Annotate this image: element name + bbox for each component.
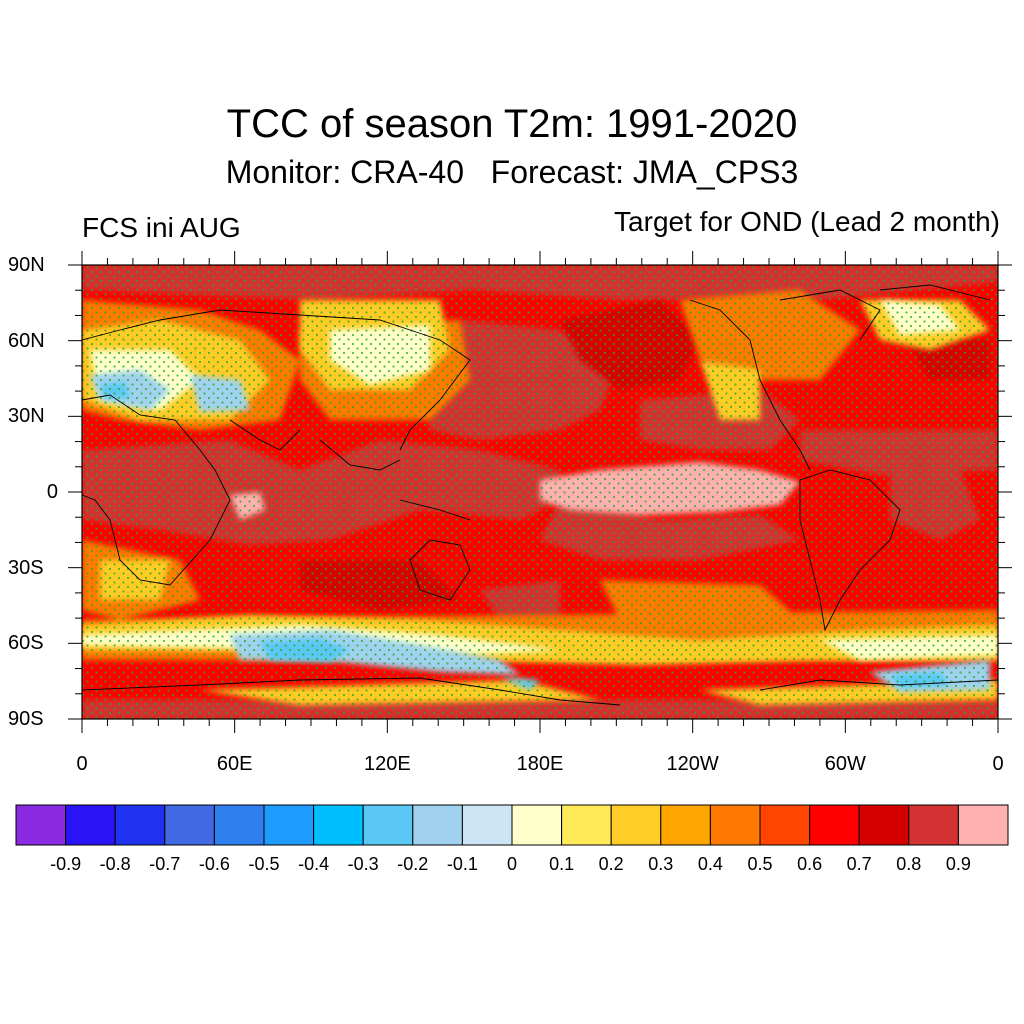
colorbar-swatch	[362, 804, 414, 846]
colorbar-swatch	[15, 804, 67, 846]
colorbar-swatch	[65, 804, 116, 846]
colorbar-swatch	[461, 804, 513, 846]
lat-label: 90S	[8, 708, 44, 730]
colorbar-swatch	[412, 804, 463, 846]
colorbar-label: 0.9	[945, 854, 971, 874]
colorbar-swatch	[957, 804, 1009, 846]
lon-label: 0	[76, 753, 88, 775]
colorbar-label: 0.7	[846, 854, 872, 874]
target-label: Target for OND (Lead 2 month)	[614, 206, 1000, 237]
colorbar-swatch	[809, 804, 860, 846]
lon-label: 60W	[824, 753, 866, 775]
colorbar-swatch	[660, 804, 711, 846]
colorbar-label: 0	[506, 854, 517, 874]
init-label: FCS ini AUG	[82, 212, 241, 243]
lat-label: 60S	[8, 632, 44, 655]
colorbar-label: 0.2	[598, 854, 624, 874]
colorbar-label: -0.6	[198, 854, 230, 874]
colorbar-label: 0.4	[697, 854, 723, 874]
colorbar-label: 0.8	[896, 854, 922, 874]
colorbar-label: 0.5	[747, 854, 773, 874]
lat-label: 0	[46, 481, 58, 503]
colorbar-swatch	[709, 804, 761, 846]
colorbar-swatch	[164, 804, 215, 846]
colorbar-swatch	[313, 804, 364, 846]
lat-label: 30S	[8, 556, 44, 579]
colorbar	[15, 804, 1009, 846]
lat-label: 30N	[8, 405, 45, 428]
map-title: TCC of season T2m: 1991-2020	[226, 102, 798, 146]
colorbar-label: -0.1	[446, 854, 478, 874]
colorbar-swatch	[263, 804, 315, 846]
colorbar-swatch	[610, 804, 662, 846]
lon-label: 120E	[363, 753, 411, 775]
significance-stipple	[82, 265, 998, 719]
lat-label: 60N	[8, 329, 45, 352]
colorbar-label: 0.6	[797, 854, 823, 874]
lon-label: 180E	[516, 753, 564, 775]
colorbar-swatch	[858, 804, 910, 846]
colorbar-label: -0.4	[298, 854, 330, 874]
colorbar-label: -0.2	[397, 854, 429, 874]
colorbar-label: -0.7	[149, 854, 181, 874]
colorbar-swatch	[114, 804, 166, 846]
colorbar-swatch	[213, 804, 265, 846]
colorbar-swatch	[759, 804, 811, 846]
lat-label: 90N	[8, 254, 45, 276]
lon-label: 0	[992, 753, 1004, 775]
colorbar-swatch	[511, 804, 563, 846]
colorbar-label: -0.8	[99, 854, 131, 874]
colorbar-label: -0.3	[347, 854, 379, 874]
colorbar-swatch	[561, 804, 612, 846]
lon-label: 60E	[216, 753, 253, 775]
lon-label: 120W	[666, 753, 719, 775]
axis-ticks	[68, 251, 1012, 733]
colorbar-swatch	[908, 804, 959, 846]
map-subtitle: Monitor: CRA-40 Forecast: JMA_CPS3	[225, 154, 799, 190]
colorbar-label: 0.3	[648, 854, 674, 874]
field-layer	[82, 265, 998, 719]
colorbar-label: -0.5	[248, 854, 280, 874]
colorbar-label: 0.1	[549, 854, 575, 874]
colorbar-label: -0.9	[50, 854, 82, 874]
coastlines	[82, 284, 998, 706]
